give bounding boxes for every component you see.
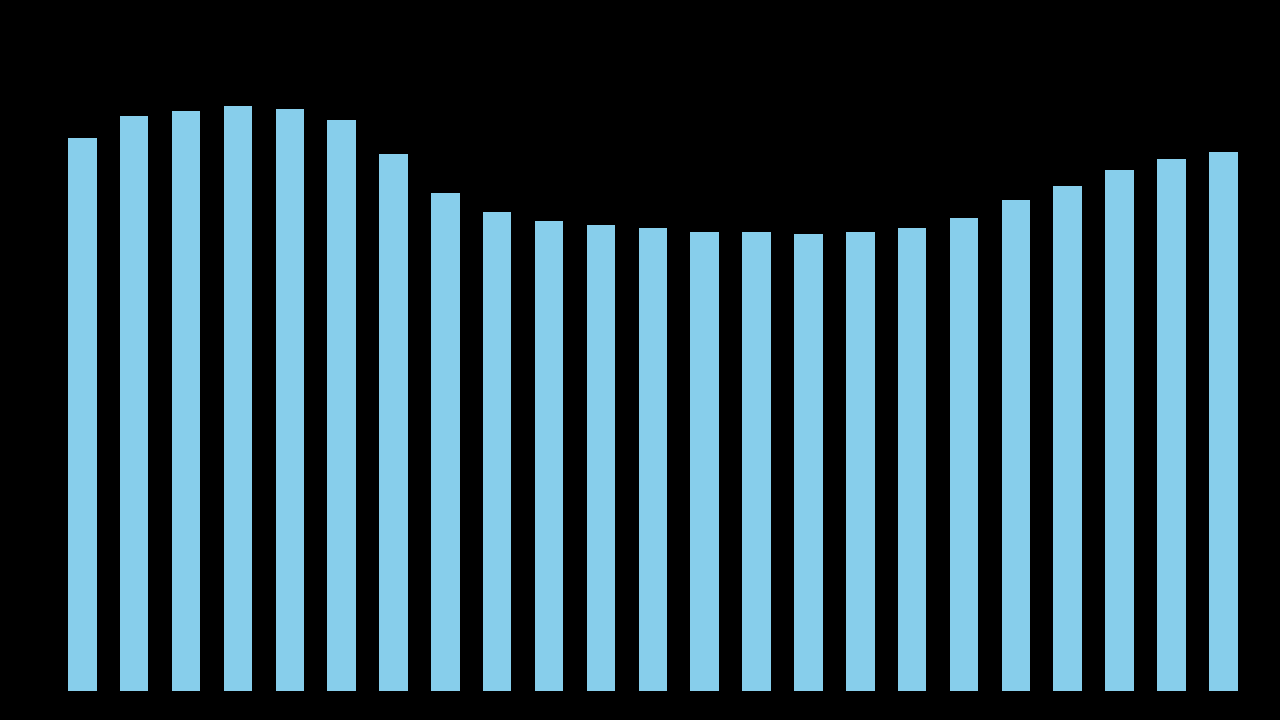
Bar <box>794 235 823 691</box>
Bar <box>1157 159 1185 691</box>
Bar <box>846 232 874 691</box>
Bar <box>68 138 96 691</box>
Bar <box>742 232 771 691</box>
Bar <box>690 232 719 691</box>
Bar <box>1001 200 1030 691</box>
Bar <box>483 212 512 691</box>
Bar <box>1210 152 1238 691</box>
Bar <box>1106 171 1134 691</box>
Bar <box>950 218 978 691</box>
Bar <box>328 120 356 691</box>
Bar <box>431 193 460 691</box>
Bar <box>224 107 252 691</box>
Bar <box>120 116 148 691</box>
Bar <box>639 228 667 691</box>
Bar <box>897 228 927 691</box>
Bar <box>275 109 305 691</box>
Bar <box>586 225 616 691</box>
Bar <box>172 111 200 691</box>
Bar <box>535 220 563 691</box>
Bar <box>379 154 408 691</box>
Bar <box>1053 186 1082 691</box>
